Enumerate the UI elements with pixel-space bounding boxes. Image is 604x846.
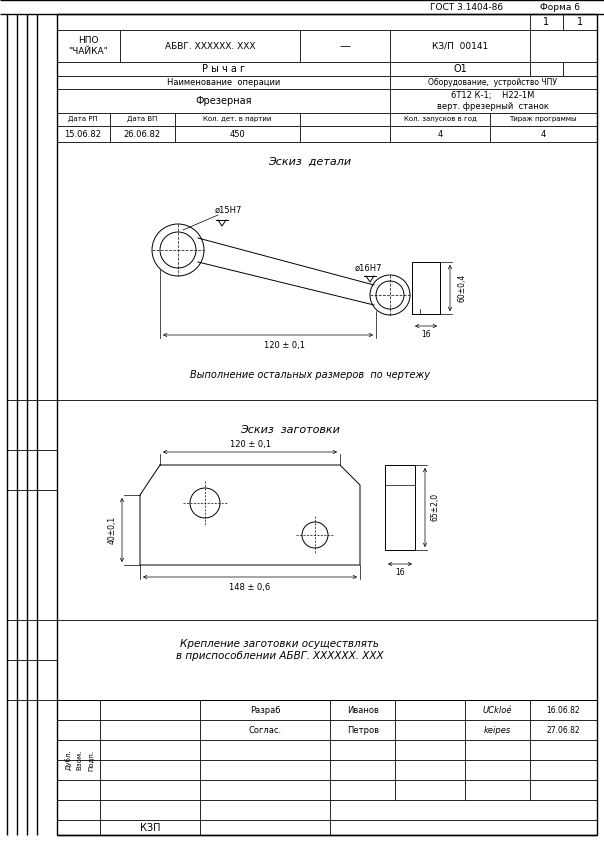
Text: Наименование  операции: Наименование операции	[167, 78, 281, 86]
Bar	[385, 465, 415, 550]
Text: Выполнение остальных размеров  по чертежу: Выполнение остальных размеров по чертежу	[190, 370, 430, 380]
Text: Оборудование,  устройство ЧПУ: Оборудование, устройство ЧПУ	[428, 78, 557, 86]
Text: Иванов: Иванов	[347, 706, 379, 715]
Text: 1: 1	[577, 17, 583, 27]
Text: Подп.: Подп.	[87, 750, 93, 771]
Text: 148 ± 0,6: 148 ± 0,6	[230, 583, 271, 591]
Text: ГОСТ 3.1404-86: ГОСТ 3.1404-86	[430, 3, 503, 12]
Text: Эскиз  детали: Эскиз детали	[268, 157, 352, 167]
Text: 120 ± 0,1: 120 ± 0,1	[230, 440, 271, 448]
Text: ø16Н7: ø16Н7	[355, 263, 382, 272]
Text: 6Т12 К-1;    Н22-1М
верт. фрезерный  станок: 6Т12 К-1; Н22-1М верт. фрезерный станок	[437, 91, 549, 111]
Text: Р ы ч а г: Р ы ч а г	[202, 64, 246, 74]
Text: Дата РП: Дата РП	[68, 116, 98, 122]
Text: 16: 16	[421, 329, 431, 338]
Text: Взом.: Взом.	[76, 750, 82, 770]
Text: Петров: Петров	[347, 726, 379, 734]
Text: КЗП: КЗП	[140, 823, 160, 833]
Text: Тираж программы: Тираж программы	[509, 116, 577, 122]
Text: 65±2,0: 65±2,0	[431, 493, 440, 521]
Text: 120 ± 0,1: 120 ± 0,1	[263, 340, 304, 349]
Text: Фрезерная: Фрезерная	[196, 96, 252, 106]
Text: 1: 1	[543, 17, 549, 27]
Text: Эскиз  заготовки: Эскиз заготовки	[240, 425, 340, 435]
Text: 4: 4	[541, 129, 545, 139]
Text: Форма 6: Форма 6	[540, 3, 580, 12]
Text: 16: 16	[395, 568, 405, 576]
Text: Дата ВП: Дата ВП	[127, 116, 157, 122]
Text: 16.06.82: 16.06.82	[546, 706, 580, 715]
Text: Разраб: Разраб	[249, 706, 280, 715]
Text: —: —	[339, 41, 350, 51]
Text: 60±0,4: 60±0,4	[457, 274, 466, 302]
Text: keipes: keipes	[483, 726, 510, 734]
Text: Крепление заготовки осуществлять
в приспособлении АБВГ. XXXXXX. XXX: Крепление заготовки осуществлять в присп…	[176, 640, 384, 661]
Text: 26.06.82: 26.06.82	[123, 129, 161, 139]
Text: 27.06.82: 27.06.82	[546, 726, 580, 734]
Text: 4: 4	[437, 129, 443, 139]
Text: Кол. дет. в партии: Кол. дет. в партии	[203, 116, 271, 122]
Text: Дубл.: Дубл.	[65, 750, 71, 771]
Text: 15.06.82: 15.06.82	[65, 129, 101, 139]
Text: 450: 450	[229, 129, 245, 139]
Text: АБВГ. XXXXXX. XXX: АБВГ. XXXXXX. XXX	[165, 41, 255, 51]
Text: Сoглас.: Сoглас.	[248, 726, 281, 734]
Text: О1: О1	[453, 64, 467, 74]
Text: Кол. запусков в год: Кол. запусков в год	[403, 116, 477, 122]
Text: НПО
"ЧАЙКА": НПО "ЧАЙКА"	[68, 36, 108, 56]
Text: 40±0,1: 40±0,1	[108, 516, 117, 544]
Text: UCkloé: UCkloé	[482, 706, 512, 715]
Bar	[412, 262, 440, 314]
Text: ø15Н7: ø15Н7	[215, 206, 242, 215]
Text: КЗ/П  00141: КЗ/П 00141	[432, 41, 488, 51]
